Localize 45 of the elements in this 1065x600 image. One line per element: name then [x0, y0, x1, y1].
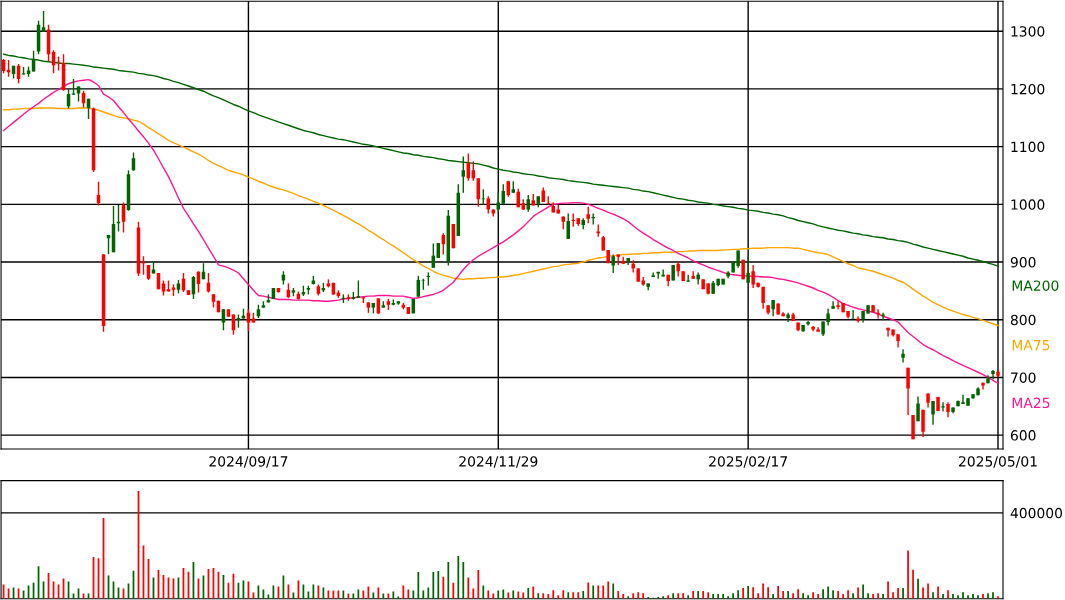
series-label: MA25	[1012, 397, 1050, 409]
line-series	[2, 78, 999, 384]
y-tick-label: 1100	[1011, 141, 1045, 153]
y-tick-label: 800	[1010, 314, 1036, 326]
candlestick	[686, 274, 690, 283]
y-tick-label: 600	[1010, 430, 1036, 441]
candlestick	[831, 300, 835, 310]
y-tick-label: 1200	[1011, 83, 1045, 95]
candlestick	[851, 309, 855, 320]
candlestick	[786, 312, 790, 323]
y-tick-label: 1000	[1011, 199, 1045, 210]
candlestick	[691, 270, 695, 280]
series-label: MA75	[1012, 340, 1050, 351]
candlestick	[746, 255, 750, 284]
candlestick	[221, 308, 226, 331]
candlestick	[901, 348, 905, 364]
candlestick	[916, 395, 920, 422]
candlestick	[806, 320, 810, 327]
candlestick	[566, 212, 570, 240]
candlestick	[921, 409, 925, 438]
candlestick	[816, 326, 820, 333]
candlestick	[906, 366, 910, 416]
line-series	[2, 53, 999, 267]
candlestick	[931, 400, 935, 426]
candlestick	[886, 327, 890, 338]
candlestick	[991, 369, 995, 380]
y-tick-label: 400000	[1010, 507, 1063, 519]
candlestick	[856, 315, 860, 324]
series-label: MA200	[1012, 280, 1059, 291]
candlestick	[141, 255, 146, 276]
candlestick	[941, 401, 945, 413]
candlestick	[461, 155, 466, 194]
candlestick	[611, 253, 615, 274]
y-tick-label: 700	[1011, 372, 1036, 383]
candlestick	[876, 308, 880, 320]
x-tick-label: 2025/02/17	[709, 456, 787, 468]
x-tick-label: 2024/09/17	[209, 456, 288, 468]
y-tick-label: 900	[1010, 257, 1036, 268]
candlestick	[41, 10, 46, 33]
candlestick	[656, 271, 660, 280]
y-tick-label: 1300	[1011, 26, 1045, 37]
candlestick	[881, 312, 885, 322]
x-tick-label: 2025/05/01	[958, 456, 1037, 468]
x-tick-label: 2024/11/29	[459, 456, 538, 468]
candlestick	[696, 271, 700, 286]
